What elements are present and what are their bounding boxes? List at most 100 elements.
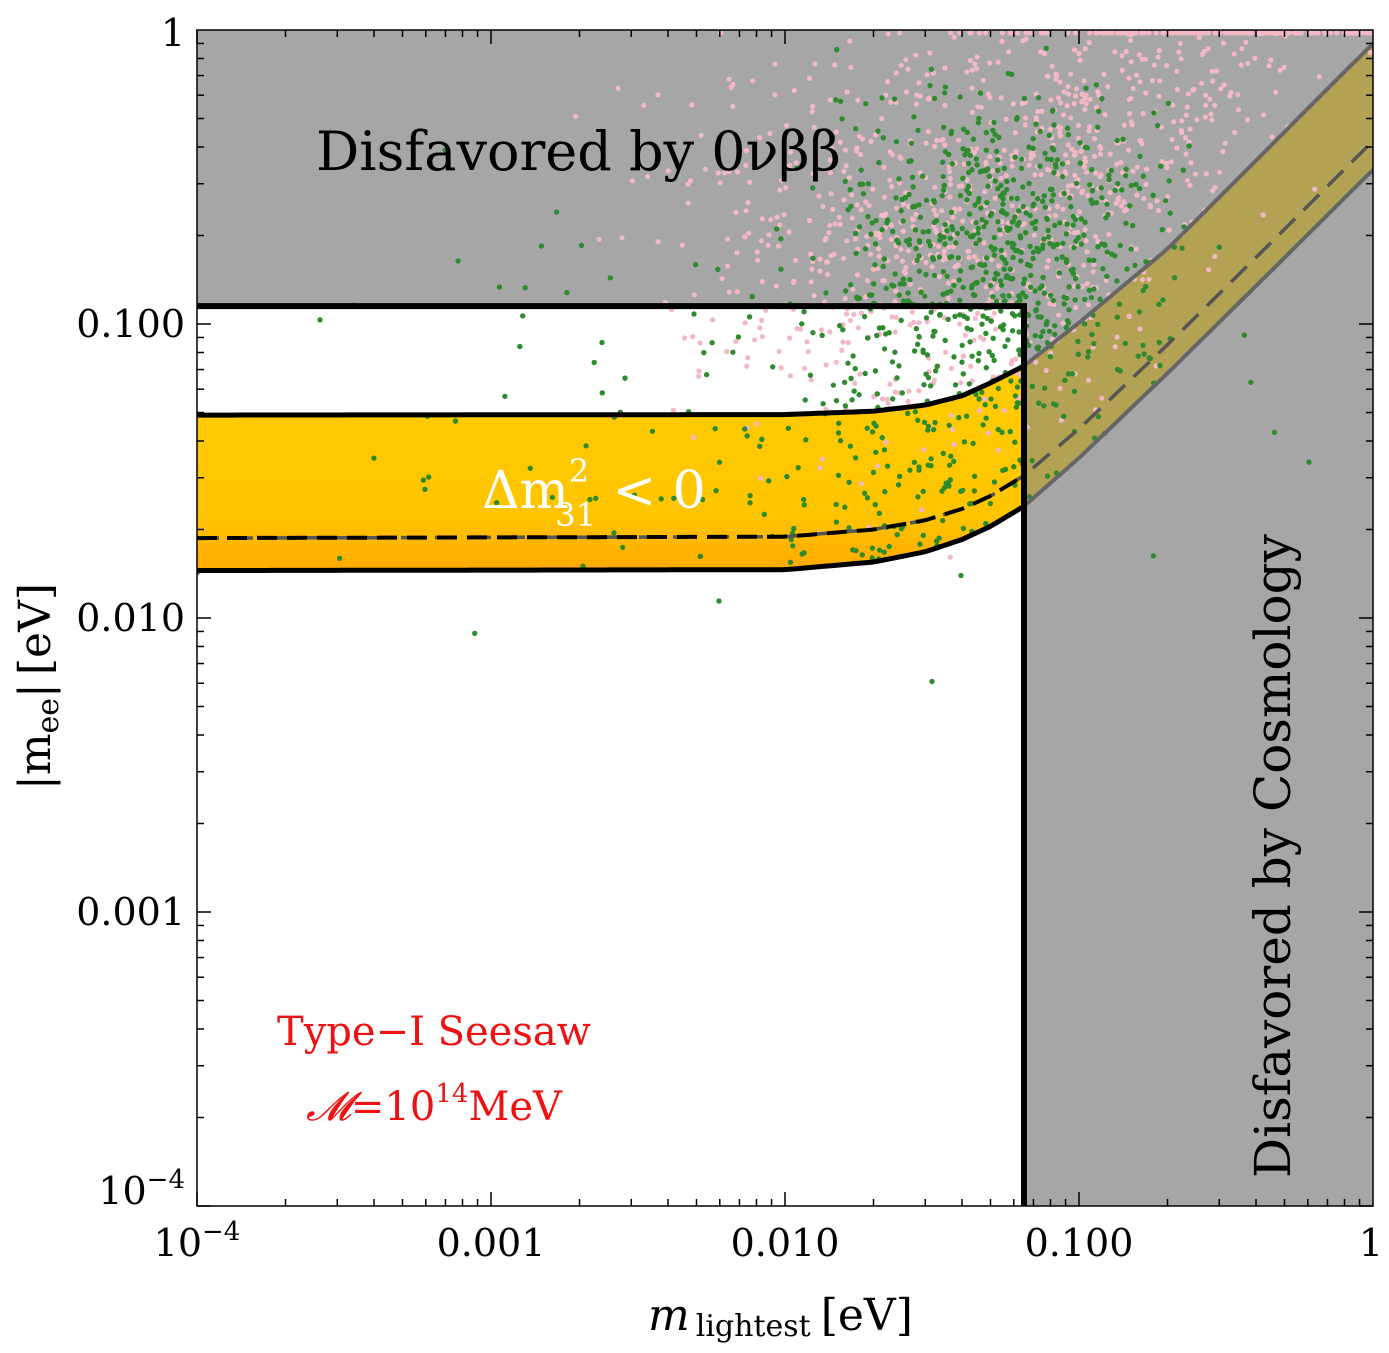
scatter-point xyxy=(1059,161,1066,167)
scatter-point xyxy=(591,359,597,366)
scatter-point xyxy=(1013,148,1019,154)
scatter-point xyxy=(665,168,672,174)
scatter-point xyxy=(920,532,926,539)
scatter-point xyxy=(1057,220,1063,226)
scatter-point xyxy=(1065,183,1071,189)
scatter-point xyxy=(1051,147,1057,153)
scatter-point xyxy=(951,442,957,448)
scatter-point xyxy=(849,215,855,221)
scatter-point xyxy=(1324,30,1330,36)
scatter-point xyxy=(958,380,964,386)
scatter-point xyxy=(1143,259,1149,265)
scatter-point xyxy=(927,50,933,56)
scatter-point xyxy=(888,222,895,228)
scatter-point xyxy=(1098,185,1104,191)
scatter-point xyxy=(1054,241,1060,247)
scatter-point xyxy=(894,532,900,538)
scatter-point xyxy=(1042,150,1048,156)
scatter-point xyxy=(906,248,912,254)
scatter-point xyxy=(915,494,921,500)
scatter-point xyxy=(1071,152,1077,158)
scatter-point xyxy=(1217,30,1223,36)
scatter-point xyxy=(1119,187,1125,193)
scatter-point xyxy=(715,266,721,272)
scatter-point xyxy=(880,278,886,284)
scatter-point xyxy=(885,463,891,469)
scatter-point xyxy=(1113,161,1120,167)
scatter-point xyxy=(881,447,888,453)
scatter-point xyxy=(1064,259,1070,265)
scatter-point xyxy=(735,334,742,340)
scatter-point xyxy=(970,136,977,142)
scatter-point xyxy=(827,329,833,335)
scatter-point xyxy=(968,30,974,36)
scatter-point xyxy=(1055,312,1062,318)
scatter-point xyxy=(1058,100,1064,106)
scatter-point xyxy=(1042,50,1048,57)
scatter-point xyxy=(1128,182,1134,188)
scatter-point xyxy=(823,235,829,241)
scatter-point xyxy=(1035,300,1041,306)
scatter-point xyxy=(842,295,848,302)
scatter-point xyxy=(1079,188,1085,194)
scatter-point xyxy=(1087,96,1093,102)
scatter-point xyxy=(1020,280,1027,287)
scatter-point xyxy=(1089,188,1095,194)
scatter-point xyxy=(811,293,817,299)
scatter-point xyxy=(1017,297,1023,303)
scatter-point xyxy=(1114,137,1120,144)
scatter-point xyxy=(1011,464,1017,470)
scatter-point xyxy=(937,237,943,243)
scatter-point xyxy=(716,598,722,604)
scatter-point xyxy=(983,284,989,290)
scatter-point xyxy=(726,169,732,175)
scatter-point xyxy=(1156,93,1162,99)
scatter-point xyxy=(750,78,756,84)
scatter-point xyxy=(783,185,789,191)
scatter-point xyxy=(1071,101,1077,107)
scatter-point xyxy=(1021,276,1028,282)
scatter-point xyxy=(1044,156,1050,162)
scatter-point xyxy=(1003,116,1009,122)
scatter-point xyxy=(472,630,478,636)
scatter-point xyxy=(1089,331,1095,338)
scatter-point xyxy=(917,214,924,220)
scatter-point xyxy=(1243,39,1249,45)
scatter-point xyxy=(1030,145,1036,151)
scatter-point xyxy=(871,394,877,400)
scatter-point xyxy=(1153,363,1159,369)
scatter-point xyxy=(837,221,843,227)
scatter-point xyxy=(923,271,929,278)
scatter-point xyxy=(1275,30,1281,36)
scatter-point xyxy=(894,205,900,211)
scatter-point xyxy=(986,430,992,436)
scatter-point xyxy=(939,193,945,199)
scatter-point xyxy=(956,277,962,283)
scatter-point xyxy=(785,425,791,431)
scatter-point xyxy=(1112,187,1118,193)
scatter-point xyxy=(969,353,975,359)
scatter-point xyxy=(875,463,881,469)
scatter-point xyxy=(1093,82,1099,88)
scatter-point xyxy=(1146,30,1152,36)
scatter-point xyxy=(911,459,918,465)
scatter-point xyxy=(907,467,913,473)
scatter-point xyxy=(1087,30,1093,36)
scatter-point xyxy=(1040,274,1046,281)
scatter-point xyxy=(972,473,978,479)
scatter-point xyxy=(1125,147,1132,153)
scatter-point xyxy=(1245,117,1251,123)
scatter-point xyxy=(1359,30,1365,36)
scatter-point xyxy=(1260,212,1266,218)
scatter-point xyxy=(827,170,834,176)
scatter-point xyxy=(1031,232,1037,238)
scatter-point xyxy=(1061,413,1067,419)
scatter-point xyxy=(985,166,991,172)
scatter-point xyxy=(870,186,876,192)
scatter-point xyxy=(928,383,934,389)
scatter-point xyxy=(868,251,874,257)
scatter-point xyxy=(629,178,636,184)
scatter-point xyxy=(1167,210,1173,216)
scatter-point xyxy=(1179,245,1185,251)
scatter-point xyxy=(1143,90,1149,96)
